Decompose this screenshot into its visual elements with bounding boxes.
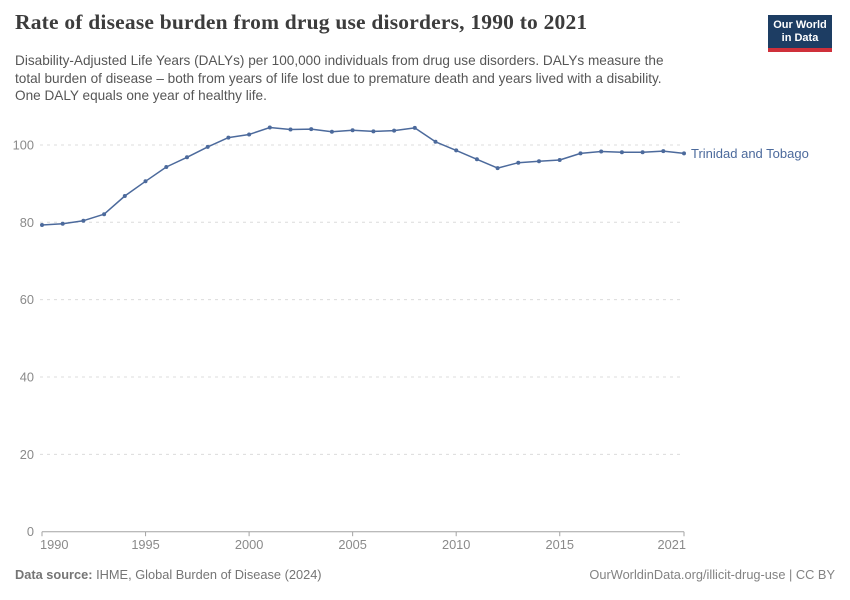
page-title-text: Rate of disease burden from drug use dis… [15,10,588,34]
svg-text:20: 20 [20,447,34,462]
svg-text:60: 60 [20,292,34,307]
svg-text:2021: 2021 [658,537,686,552]
svg-text:1990: 1990 [40,537,68,552]
svg-text:2015: 2015 [546,537,574,552]
svg-text:100: 100 [13,137,34,152]
line-chart[interactable]: 0 20 40 60 80 100 1990 1995 2000 2005 2010 2015 202… [0,110,850,560]
svg-text:40: 40 [20,369,34,384]
credit-link[interactable]: OurWorldinData.org/illicit-drug-use | CC… [589,567,835,582]
svg-text:80: 80 [20,215,34,230]
series-label[interactable]: Trinidad and Tobago [691,146,809,161]
subtitle-line: One DALY equals one year of healthy life… [15,88,267,104]
data-source-label: Data source: [15,567,93,582]
owid-logo[interactable]: Our World in Data [768,15,832,52]
subtitle-line: Disability-Adjusted Life Years (DALYs) p… [15,53,664,68]
data-source-text: IHME, Global Burden of Disease (2024) [96,567,322,582]
y-gridlines [40,144,684,455]
owid-logo-line1: Our World [773,18,827,31]
subtitle-line: total burden of disease – both from year… [15,70,662,86]
x-axis [41,531,685,537]
svg-text:2000: 2000 [235,537,263,552]
x-axis-labels: 1990 1995 2000 2005 2010 2015 2021 [40,537,686,552]
svg-text:2005: 2005 [338,537,366,552]
svg-text:0: 0 [27,524,34,539]
series-line[interactable] [40,125,686,228]
page-title: Rate of disease burden from drug use dis… [15,10,755,35]
y-axis-labels: 0 20 40 60 80 100 [13,137,34,539]
svg-text:1995: 1995 [131,537,159,552]
svg-text:2010: 2010 [442,537,470,552]
data-source: Data source: IHME, Global Burden of Dise… [15,567,322,582]
chart-subtitle: Disability-Adjusted Life Years (DALYs) p… [15,52,664,105]
owid-logo-line2: in Data [781,31,819,44]
